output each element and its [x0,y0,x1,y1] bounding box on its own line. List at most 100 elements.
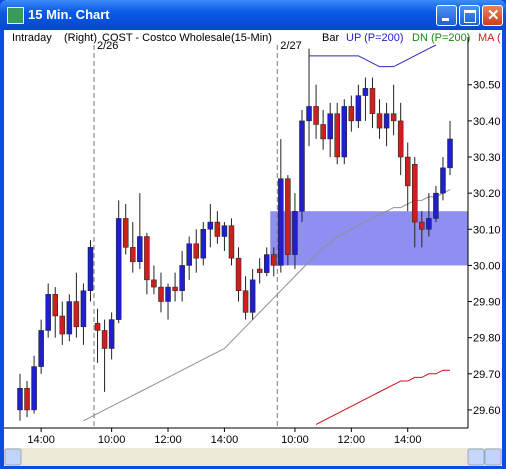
candle-body [348,106,355,122]
indicator-line [315,369,451,425]
x-tick-label: 12:00 [338,434,366,446]
candle-body [214,221,221,237]
candle-body [313,106,319,125]
y-tick-label: 30.00 [473,260,501,272]
candle-body [278,178,284,266]
candle-body [52,294,58,317]
candle-body [221,225,228,237]
candle-body [151,279,157,288]
indicator-line [83,189,451,422]
candle-body [362,88,369,96]
candle-body [45,294,51,331]
title-bar: 15 Min. Chart ✕ [0,0,506,30]
close-button[interactable]: ✕ [482,5,503,26]
candle-body [122,218,129,248]
header-mode: Intraday [12,32,52,44]
y-tick-label: 30.20 [473,188,501,200]
app-icon [7,7,24,24]
y-tick-label: 29.60 [473,405,501,417]
header-symbol: COST - Costco Wholesale [102,32,231,44]
candle-body [108,319,115,349]
header-ma: MA ( [478,32,501,44]
header-up: UP (P=200) [346,32,404,44]
y-tick-label: 30.30 [473,152,501,164]
x-tick-label: 10:00 [98,434,126,446]
candle-body [24,388,30,411]
candle-body [320,124,326,140]
indicator-line [309,44,437,68]
header-interval: (15-Min) [231,32,272,44]
candle-body [334,113,340,158]
day-break-label: 2/27 [280,40,301,52]
candle-body [390,113,397,122]
candle-body [242,290,249,313]
y-tick-label: 30.10 [473,224,501,236]
candle-body [165,286,171,302]
candle-body [137,236,143,263]
window-title: 15 Min. Chart [28,7,110,22]
candle-body [369,88,376,114]
candle-body [285,178,291,255]
candle-body [306,106,312,122]
candle-body [66,301,73,335]
day-break-label: 2/26 [97,40,118,52]
candle-body [73,301,80,328]
candle-body [292,210,298,255]
candle-body [228,225,235,259]
candle-body [87,247,94,291]
candle-body [179,265,185,291]
candle-body [256,268,263,273]
x-tick-label: 14:00 [211,434,239,446]
chart: Intraday (Right) COST - Costco Wholesale… [4,30,502,466]
candle-body [447,138,453,169]
candle-body [426,218,432,230]
candle-body [193,243,199,259]
x-tick-label: 14:00 [27,434,55,446]
y-tick-label: 30.40 [473,116,501,128]
candle-body [38,330,44,367]
x-tick-label: 14:00 [394,434,422,446]
candle-body [186,243,192,266]
candle-body [299,120,305,212]
candle-body [433,192,439,219]
candle-body [327,113,333,140]
y-tick-label: 29.90 [473,297,501,309]
minimize-button[interactable] [436,5,457,26]
candle-body [235,257,242,291]
candle-body [271,254,277,266]
candle-body [207,221,214,230]
y-tick-label: 29.80 [473,333,501,345]
x-tick-label: 10:00 [281,434,309,446]
candle-body [397,120,404,158]
candle-body [404,156,411,187]
highlight-zone [270,211,468,266]
candle-body [419,221,425,230]
candle-body [94,322,101,331]
candle-body [383,113,390,129]
maximize-button[interactable] [459,5,480,26]
x-tick-label: 12:00 [154,434,182,446]
candle-body [115,218,122,320]
candle-body [101,330,108,349]
candle-body [144,236,150,281]
candle-body [59,315,66,335]
candle-body [355,95,362,122]
candle-body [130,247,136,263]
candle-body [200,229,207,259]
candle-body [341,106,348,158]
header-style: Bar [322,32,339,44]
candle-body [249,279,256,313]
scroll-left[interactable] [4,448,22,466]
y-tick-label: 30.50 [473,80,501,92]
candle-body [376,113,383,129]
scroll-right[interactable] [484,448,502,466]
candle-body [31,366,37,411]
scrollbar[interactable] [4,448,502,466]
candle-body [17,388,23,411]
candle-body [80,290,87,328]
scroll-thumb[interactable] [467,448,485,466]
candle-body [158,286,164,302]
header-side: (Right) [64,32,97,44]
header-dn: DN (P=200) [412,32,470,44]
